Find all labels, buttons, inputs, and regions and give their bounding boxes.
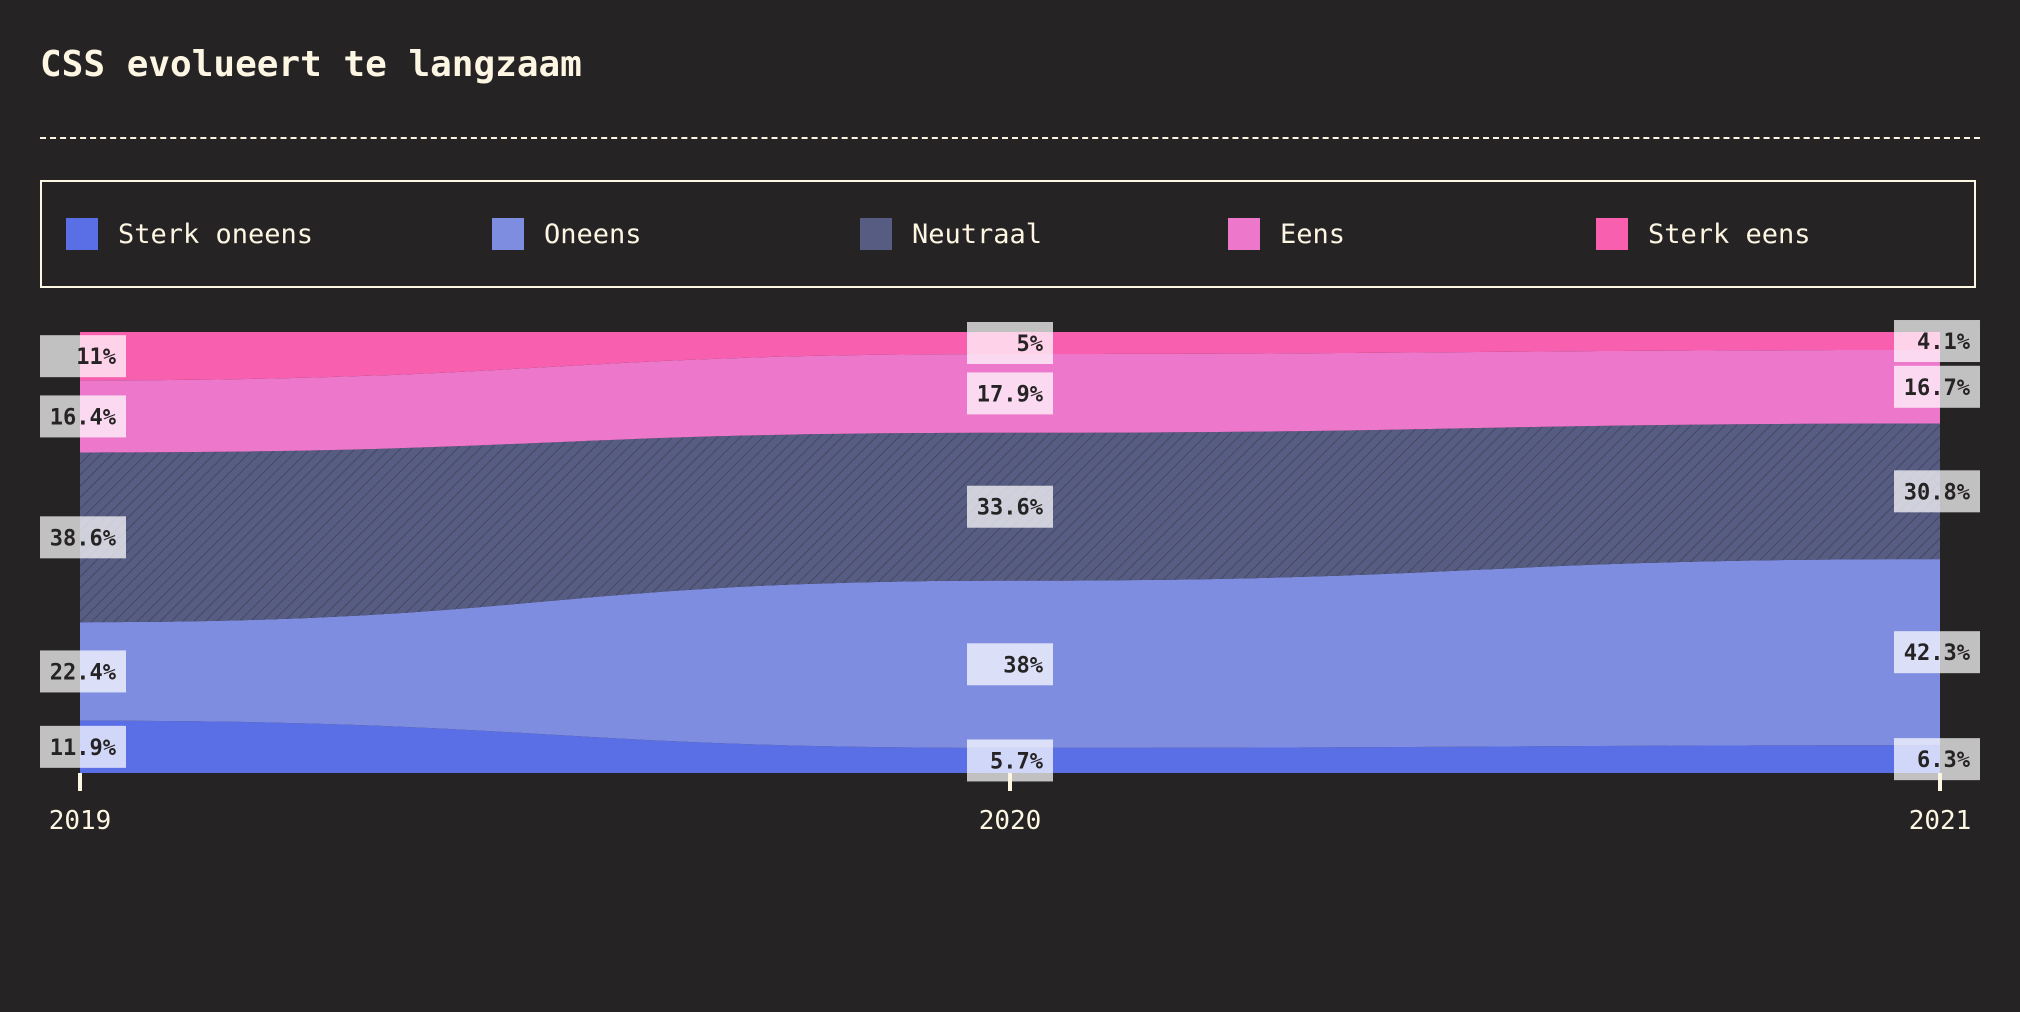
data-label-bg — [967, 322, 1053, 365]
data-label-text: 16.7% — [1904, 376, 1971, 401]
data-label: 30.8% — [1894, 470, 1980, 513]
data-label: 42.3% — [1894, 631, 1980, 674]
legend-label: Sterk eens — [1648, 218, 1811, 250]
data-label-bg — [40, 335, 126, 378]
legend-label: Oneens — [544, 218, 642, 250]
chart-title: CSS evolueert te langzaam — [40, 44, 582, 85]
data-label: 4.1% — [1894, 320, 1980, 363]
legend-swatch — [860, 218, 892, 250]
data-label: 11.9% — [40, 725, 126, 768]
data-label: 38% — [967, 643, 1053, 686]
data-label: 38.6% — [40, 516, 126, 559]
data-label-bg — [967, 643, 1053, 686]
x-tick-label: 2020 — [979, 806, 1042, 836]
data-label-text: 42.3% — [1904, 641, 1971, 666]
data-label-text: 11.9% — [50, 736, 117, 761]
title-divider — [40, 137, 1980, 139]
data-labels: 11.9% 5.7% 6.3% 22.4% 38% 42.3% 38.6% 33.6% 30.8… — [40, 320, 1980, 782]
data-label-text: 16.4% — [50, 405, 117, 430]
data-label-text: 4.1% — [1917, 330, 1971, 355]
legend-swatch — [492, 218, 524, 250]
data-label-bg — [40, 516, 126, 559]
data-label: 16.4% — [40, 395, 126, 438]
data-label-text: 17.9% — [977, 382, 1044, 407]
data-label: 16.7% — [1894, 365, 1980, 408]
legend-item-eens[interactable]: Eens — [1228, 218, 1345, 250]
data-label-text: 33.6% — [977, 496, 1044, 521]
data-label-bg — [1894, 365, 1980, 408]
data-label-bg — [1894, 320, 1980, 363]
legend-item-neutraal[interactable]: Neutraal — [860, 218, 1042, 250]
data-label: 5% — [967, 322, 1053, 365]
data-label-bg — [967, 372, 1053, 415]
data-label-text: 11% — [76, 345, 116, 370]
area-sterk-eens[interactable] — [80, 332, 1940, 381]
data-label-bg — [1894, 631, 1980, 674]
legend: Sterk oneens Oneens Neutraal Eens Sterk … — [40, 180, 1976, 288]
data-label-bg — [1894, 470, 1980, 513]
data-label: 6.3% — [1894, 738, 1980, 781]
data-label-bg — [1894, 738, 1980, 781]
legend-item-sterk-eens[interactable]: Sterk eens — [1596, 218, 1811, 250]
legend-swatch — [1228, 218, 1260, 250]
data-label-bg — [40, 395, 126, 438]
data-label-text: 30.8% — [1904, 480, 1971, 505]
data-label: 11% — [40, 335, 126, 378]
x-tick-label: 2021 — [1909, 806, 1972, 836]
data-label-bg — [40, 725, 126, 768]
data-label-text: 22.4% — [50, 660, 117, 685]
data-label-text: 6.3% — [1917, 748, 1971, 773]
data-label-text: 5.7% — [990, 749, 1044, 774]
data-label: 22.4% — [40, 650, 126, 693]
data-label-text: 38.6% — [50, 526, 117, 551]
legend-label: Neutraal — [912, 218, 1043, 250]
legend-swatch — [1596, 218, 1628, 250]
x-tick-label: 2019 — [49, 806, 112, 836]
data-label-bg — [967, 485, 1053, 528]
data-label: 5.7% — [967, 739, 1053, 782]
legend-item-oneens[interactable]: Oneens — [492, 218, 642, 250]
legend-item-sterk-oneens[interactable]: Sterk oneens — [66, 218, 313, 250]
area-sterk-oneens[interactable] — [80, 720, 1940, 773]
data-label: 17.9% — [967, 372, 1053, 415]
legend-swatch — [66, 218, 98, 250]
data-label: 33.6% — [967, 485, 1053, 528]
data-label-text: 38% — [1003, 653, 1043, 678]
legend-label: Eens — [1280, 218, 1346, 250]
data-label-bg — [40, 650, 126, 693]
data-label-text: 5% — [1017, 332, 1044, 357]
x-axis: 2019 2020 2021 — [49, 773, 1972, 836]
legend-label: Sterk oneens — [118, 218, 314, 250]
